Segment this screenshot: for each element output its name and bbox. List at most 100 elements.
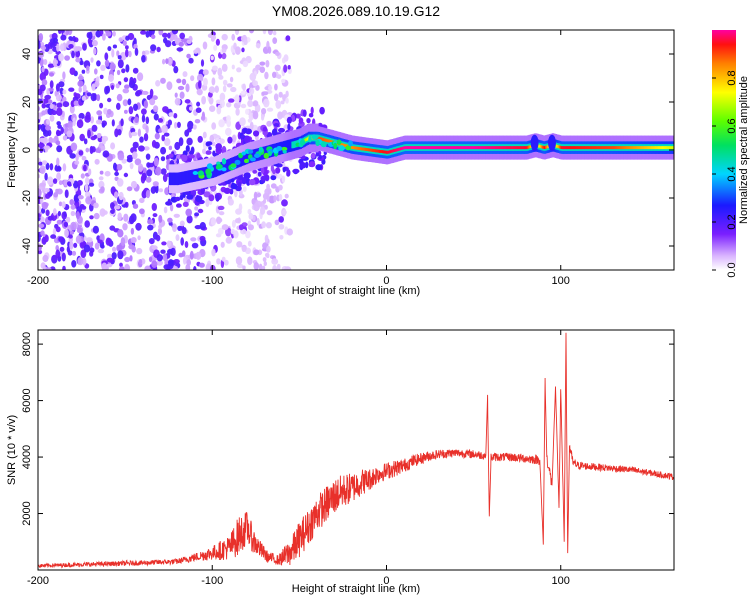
noise-blob bbox=[77, 195, 84, 200]
noise-blob bbox=[190, 237, 197, 242]
noise-blob bbox=[195, 107, 202, 113]
noise-blob bbox=[155, 234, 161, 242]
ridge-core bbox=[426, 146, 429, 150]
ridge-core bbox=[433, 146, 436, 150]
ridge-core bbox=[609, 146, 612, 150]
noise-blob bbox=[107, 46, 112, 52]
noise-blob bbox=[182, 256, 187, 265]
ridge-core bbox=[663, 146, 666, 150]
noise-blob bbox=[73, 46, 80, 52]
noise-blob bbox=[139, 197, 145, 204]
ridge-core bbox=[620, 146, 623, 150]
ridge-blob bbox=[234, 159, 241, 165]
noise-blob bbox=[226, 83, 233, 88]
snr-x-tick-label: 100 bbox=[552, 575, 570, 587]
noise-blob bbox=[128, 106, 134, 115]
noise-blob bbox=[150, 186, 156, 194]
noise-blob bbox=[87, 129, 91, 139]
noise-blob bbox=[310, 152, 316, 159]
noise-blob bbox=[113, 162, 117, 171]
noise-blob bbox=[90, 57, 94, 63]
noise-blob bbox=[226, 102, 232, 108]
ridge-core bbox=[428, 146, 431, 150]
noise-blob bbox=[278, 184, 283, 191]
noise-blob bbox=[77, 180, 83, 186]
noise-blob bbox=[215, 143, 222, 151]
ridge-band bbox=[185, 170, 188, 184]
noise-blob bbox=[230, 86, 237, 93]
ridge-core bbox=[320, 137, 323, 141]
noise-blob bbox=[186, 215, 193, 224]
ridge-blob bbox=[336, 139, 342, 145]
noise-blob bbox=[58, 201, 63, 207]
noise-blob bbox=[69, 67, 76, 75]
noise-blob bbox=[167, 57, 173, 66]
noise-blob bbox=[168, 145, 173, 151]
noise-blob bbox=[156, 254, 163, 262]
noise-blob bbox=[194, 212, 200, 217]
ridge-core bbox=[655, 146, 658, 150]
noise-blob bbox=[210, 217, 216, 226]
noise-blob bbox=[223, 259, 229, 266]
noise-blob bbox=[196, 88, 203, 96]
noise-blob bbox=[246, 178, 251, 186]
noise-blob bbox=[275, 100, 282, 109]
noise-blob bbox=[38, 188, 42, 198]
noise-blob bbox=[149, 98, 156, 106]
noise-blob bbox=[41, 79, 48, 86]
colorbar-gradient bbox=[712, 30, 736, 270]
ridge-core bbox=[455, 146, 458, 150]
noise-blob bbox=[94, 158, 100, 165]
noise-blob bbox=[117, 212, 122, 221]
noise-blob bbox=[117, 55, 122, 60]
ridge-core bbox=[575, 146, 578, 150]
noise-blob bbox=[104, 59, 110, 67]
noise-blob bbox=[146, 162, 151, 168]
noise-blob bbox=[83, 244, 91, 253]
snr-x-tick-label: -100 bbox=[201, 575, 223, 587]
noise-blob bbox=[216, 258, 221, 265]
noise-blob bbox=[167, 32, 171, 39]
noise-blob bbox=[185, 145, 190, 152]
noise-blob bbox=[64, 228, 69, 238]
noise-blob bbox=[85, 196, 92, 205]
noise-blob bbox=[234, 189, 238, 198]
ridge-core bbox=[412, 146, 415, 150]
noise-blob bbox=[162, 173, 168, 183]
ridge-core bbox=[539, 145, 542, 148]
noise-blob bbox=[174, 97, 181, 106]
ridge-core bbox=[600, 146, 603, 150]
ridge-core bbox=[464, 146, 467, 150]
ridge-core bbox=[373, 149, 376, 153]
noise-blob bbox=[44, 146, 49, 153]
noise-blob bbox=[217, 67, 223, 77]
noise-blob bbox=[38, 40, 41, 50]
noise-blob bbox=[39, 216, 45, 223]
ridge-core bbox=[462, 146, 465, 150]
noise-blob bbox=[120, 51, 127, 61]
ridge-core bbox=[407, 146, 410, 150]
noise-blob bbox=[49, 114, 55, 122]
noise-blob bbox=[129, 255, 133, 262]
ridge-core bbox=[341, 143, 344, 147]
noise-blob bbox=[247, 240, 252, 247]
noise-blob bbox=[46, 119, 50, 125]
noise-blob bbox=[93, 212, 100, 220]
noise-blob bbox=[122, 223, 128, 231]
ridge-core bbox=[454, 146, 457, 150]
ridge-core bbox=[652, 146, 655, 150]
noise-blob bbox=[82, 257, 87, 266]
ridge-core bbox=[567, 146, 570, 150]
noise-blob bbox=[66, 130, 73, 138]
noise-blob bbox=[58, 53, 64, 62]
noise-blob bbox=[252, 110, 259, 120]
ridge-core bbox=[499, 146, 502, 150]
noise-blob bbox=[97, 248, 105, 254]
ridge-band bbox=[213, 164, 216, 178]
noise-blob bbox=[122, 40, 127, 46]
noise-blob bbox=[152, 213, 158, 218]
ridge-core bbox=[669, 146, 672, 150]
noise-blob bbox=[195, 195, 203, 203]
noise-blob bbox=[154, 166, 162, 176]
ridge-core bbox=[664, 146, 668, 150]
